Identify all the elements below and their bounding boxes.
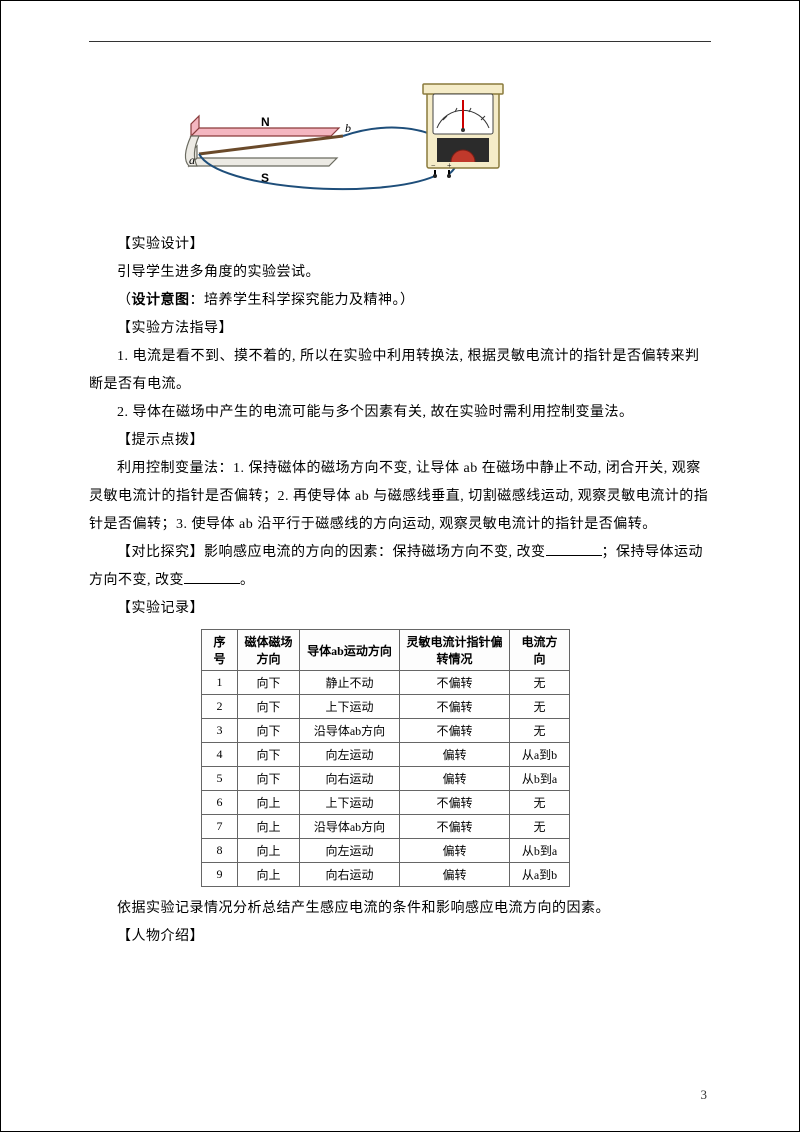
table-cell: 从a到b <box>510 863 570 887</box>
table-cell: 沿导体ab方向 <box>300 815 400 839</box>
table-header-cell: 导体ab运动方向 <box>300 630 400 671</box>
design-intent-pre: （ <box>117 293 132 308</box>
table-row: 3向下沿导体ab方向不偏转无 <box>202 719 570 743</box>
hint-body-text: 利用控制变量法：1. 保持磁体的磁场方向不变, 让导体 ab 在磁场中静止不动,… <box>89 461 708 532</box>
table-row: 5向下向右运动偏转从b到a <box>202 767 570 791</box>
design-intent-post: ：培养学生科学探究能力及精神。） <box>190 293 415 308</box>
table-header-cell: 电流方向 <box>510 630 570 671</box>
rod-ab-icon <box>199 136 343 154</box>
table-cell: 偏转 <box>400 767 510 791</box>
apparatus-figure: N S a b <box>179 70 539 200</box>
table-cell: 从b到a <box>510 767 570 791</box>
design-intent-bold: 设计意图 <box>132 293 190 308</box>
experiment-design-line1: 引导学生进多角度的实验尝试。 <box>89 259 711 287</box>
table-cell: 向上 <box>238 791 300 815</box>
table-row: 2向下上下运动不偏转无 <box>202 695 570 719</box>
table-cell: 无 <box>510 791 570 815</box>
table-cell: 不偏转 <box>400 671 510 695</box>
table-cell: 无 <box>510 671 570 695</box>
apparatus-svg: N S a b <box>179 70 539 200</box>
table-row: 9向上向右运动偏转从a到b <box>202 863 570 887</box>
table-cell: 向下 <box>238 695 300 719</box>
compare-pre: 【对比探究】影响感应电流的方向的因素：保持磁场方向不变, 改变 <box>117 545 546 560</box>
table-row: 4向下向左运动偏转从a到b <box>202 743 570 767</box>
page-frame: N S a b <box>0 0 800 1132</box>
svg-text:+: + <box>447 161 452 170</box>
table-cell: 1 <box>202 671 238 695</box>
table-cell: 上下运动 <box>300 791 400 815</box>
table-cell: 3 <box>202 719 238 743</box>
table-cell: 5 <box>202 767 238 791</box>
compare-end: 。 <box>240 573 255 588</box>
table-header-row: 序号磁体磁场方向导体ab运动方向灵敏电流计指针偏转情况电流方向 <box>202 630 570 671</box>
section-experiment-design-title: 【实验设计】 <box>89 231 711 259</box>
table-row: 8向上向左运动偏转从b到a <box>202 839 570 863</box>
table-header-cell: 序号 <box>202 630 238 671</box>
table-header-cell: 磁体磁场方向 <box>238 630 300 671</box>
table-cell: 向左运动 <box>300 839 400 863</box>
table-cell: 上下运动 <box>300 695 400 719</box>
table-cell: 不偏转 <box>400 695 510 719</box>
table-cell: 向下 <box>238 743 300 767</box>
svg-text:−: − <box>431 161 436 170</box>
table-cell: 静止不动 <box>300 671 400 695</box>
table-row: 6向上上下运动不偏转无 <box>202 791 570 815</box>
method-guide-line1: 1. 电流是看不到、摸不着的, 所以在实验中利用转换法, 根据灵敏电流计的指针是… <box>89 343 711 399</box>
table-header-cell: 灵敏电流计指针偏转情况 <box>400 630 510 671</box>
table-cell: 6 <box>202 791 238 815</box>
table-cell: 向右运动 <box>300 863 400 887</box>
magnet-icon: N S <box>185 115 339 185</box>
page-number: 3 <box>701 1087 708 1103</box>
table-cell: 不偏转 <box>400 791 510 815</box>
table-cell: 7 <box>202 815 238 839</box>
blank-1[interactable] <box>546 542 602 556</box>
table-row: 1向下静止不动不偏转无 <box>202 671 570 695</box>
method-guide-line1-text: 1. 电流是看不到、摸不着的, 所以在实验中利用转换法, 根据灵敏电流计的指针是… <box>89 349 700 392</box>
table-cell: 不偏转 <box>400 719 510 743</box>
table-cell: 偏转 <box>400 743 510 767</box>
section-record-title: 【实验记录】 <box>89 595 711 623</box>
galvanometer-icon: − + <box>423 84 503 178</box>
table-cell: 向左运动 <box>300 743 400 767</box>
table-cell: 9 <box>202 863 238 887</box>
table-cell: 沿导体ab方向 <box>300 719 400 743</box>
record-table-wrap: 序号磁体磁场方向导体ab运动方向灵敏电流计指针偏转情况电流方向 1向下静止不动不… <box>201 629 711 887</box>
table-cell: 向下 <box>238 671 300 695</box>
table-cell: 向下 <box>238 767 300 791</box>
table-cell: 2 <box>202 695 238 719</box>
figure-container: N S a b <box>179 70 539 205</box>
blank-2[interactable] <box>184 570 240 584</box>
table-cell: 无 <box>510 719 570 743</box>
table-cell: 偏转 <box>400 863 510 887</box>
table-cell: 无 <box>510 695 570 719</box>
table-cell: 偏转 <box>400 839 510 863</box>
table-row: 7向上沿导体ab方向不偏转无 <box>202 815 570 839</box>
record-table: 序号磁体磁场方向导体ab运动方向灵敏电流计指针偏转情况电流方向 1向下静止不动不… <box>201 629 570 887</box>
table-body: 1向下静止不动不偏转无2向下上下运动不偏转无3向下沿导体ab方向不偏转无4向下向… <box>202 671 570 887</box>
section-compare-explore: 【对比探究】影响感应电流的方向的因素：保持磁场方向不变, 改变；保持导体运动方向… <box>89 539 711 595</box>
table-cell: 从b到a <box>510 839 570 863</box>
section-hint-title: 【提示点拨】 <box>89 427 711 455</box>
experiment-design-line2: （设计意图：培养学生科学探究能力及精神。） <box>89 287 711 315</box>
table-cell: 不偏转 <box>400 815 510 839</box>
table-cell: 向上 <box>238 815 300 839</box>
section-person-intro-title: 【人物介绍】 <box>89 923 711 951</box>
point-a-label: a <box>189 153 195 167</box>
table-cell: 向上 <box>238 839 300 863</box>
table-cell: 向上 <box>238 863 300 887</box>
section-method-guide-title: 【实验方法指导】 <box>89 315 711 343</box>
table-cell: 向下 <box>238 719 300 743</box>
table-cell: 从a到b <box>510 743 570 767</box>
table-cell: 无 <box>510 815 570 839</box>
top-rule <box>89 41 711 42</box>
table-cell: 8 <box>202 839 238 863</box>
magnet-n-label: N <box>261 115 270 129</box>
method-guide-line2: 2. 导体在磁场中产生的电流可能与多个因素有关, 故在实验时需利用控制变量法。 <box>89 399 711 427</box>
table-cell: 向右运动 <box>300 767 400 791</box>
record-analysis-line: 依据实验记录情况分析总结产生感应电流的条件和影响感应电流方向的因素。 <box>89 895 711 923</box>
table-cell: 4 <box>202 743 238 767</box>
hint-body: 利用控制变量法：1. 保持磁体的磁场方向不变, 让导体 ab 在磁场中静止不动,… <box>89 455 711 539</box>
